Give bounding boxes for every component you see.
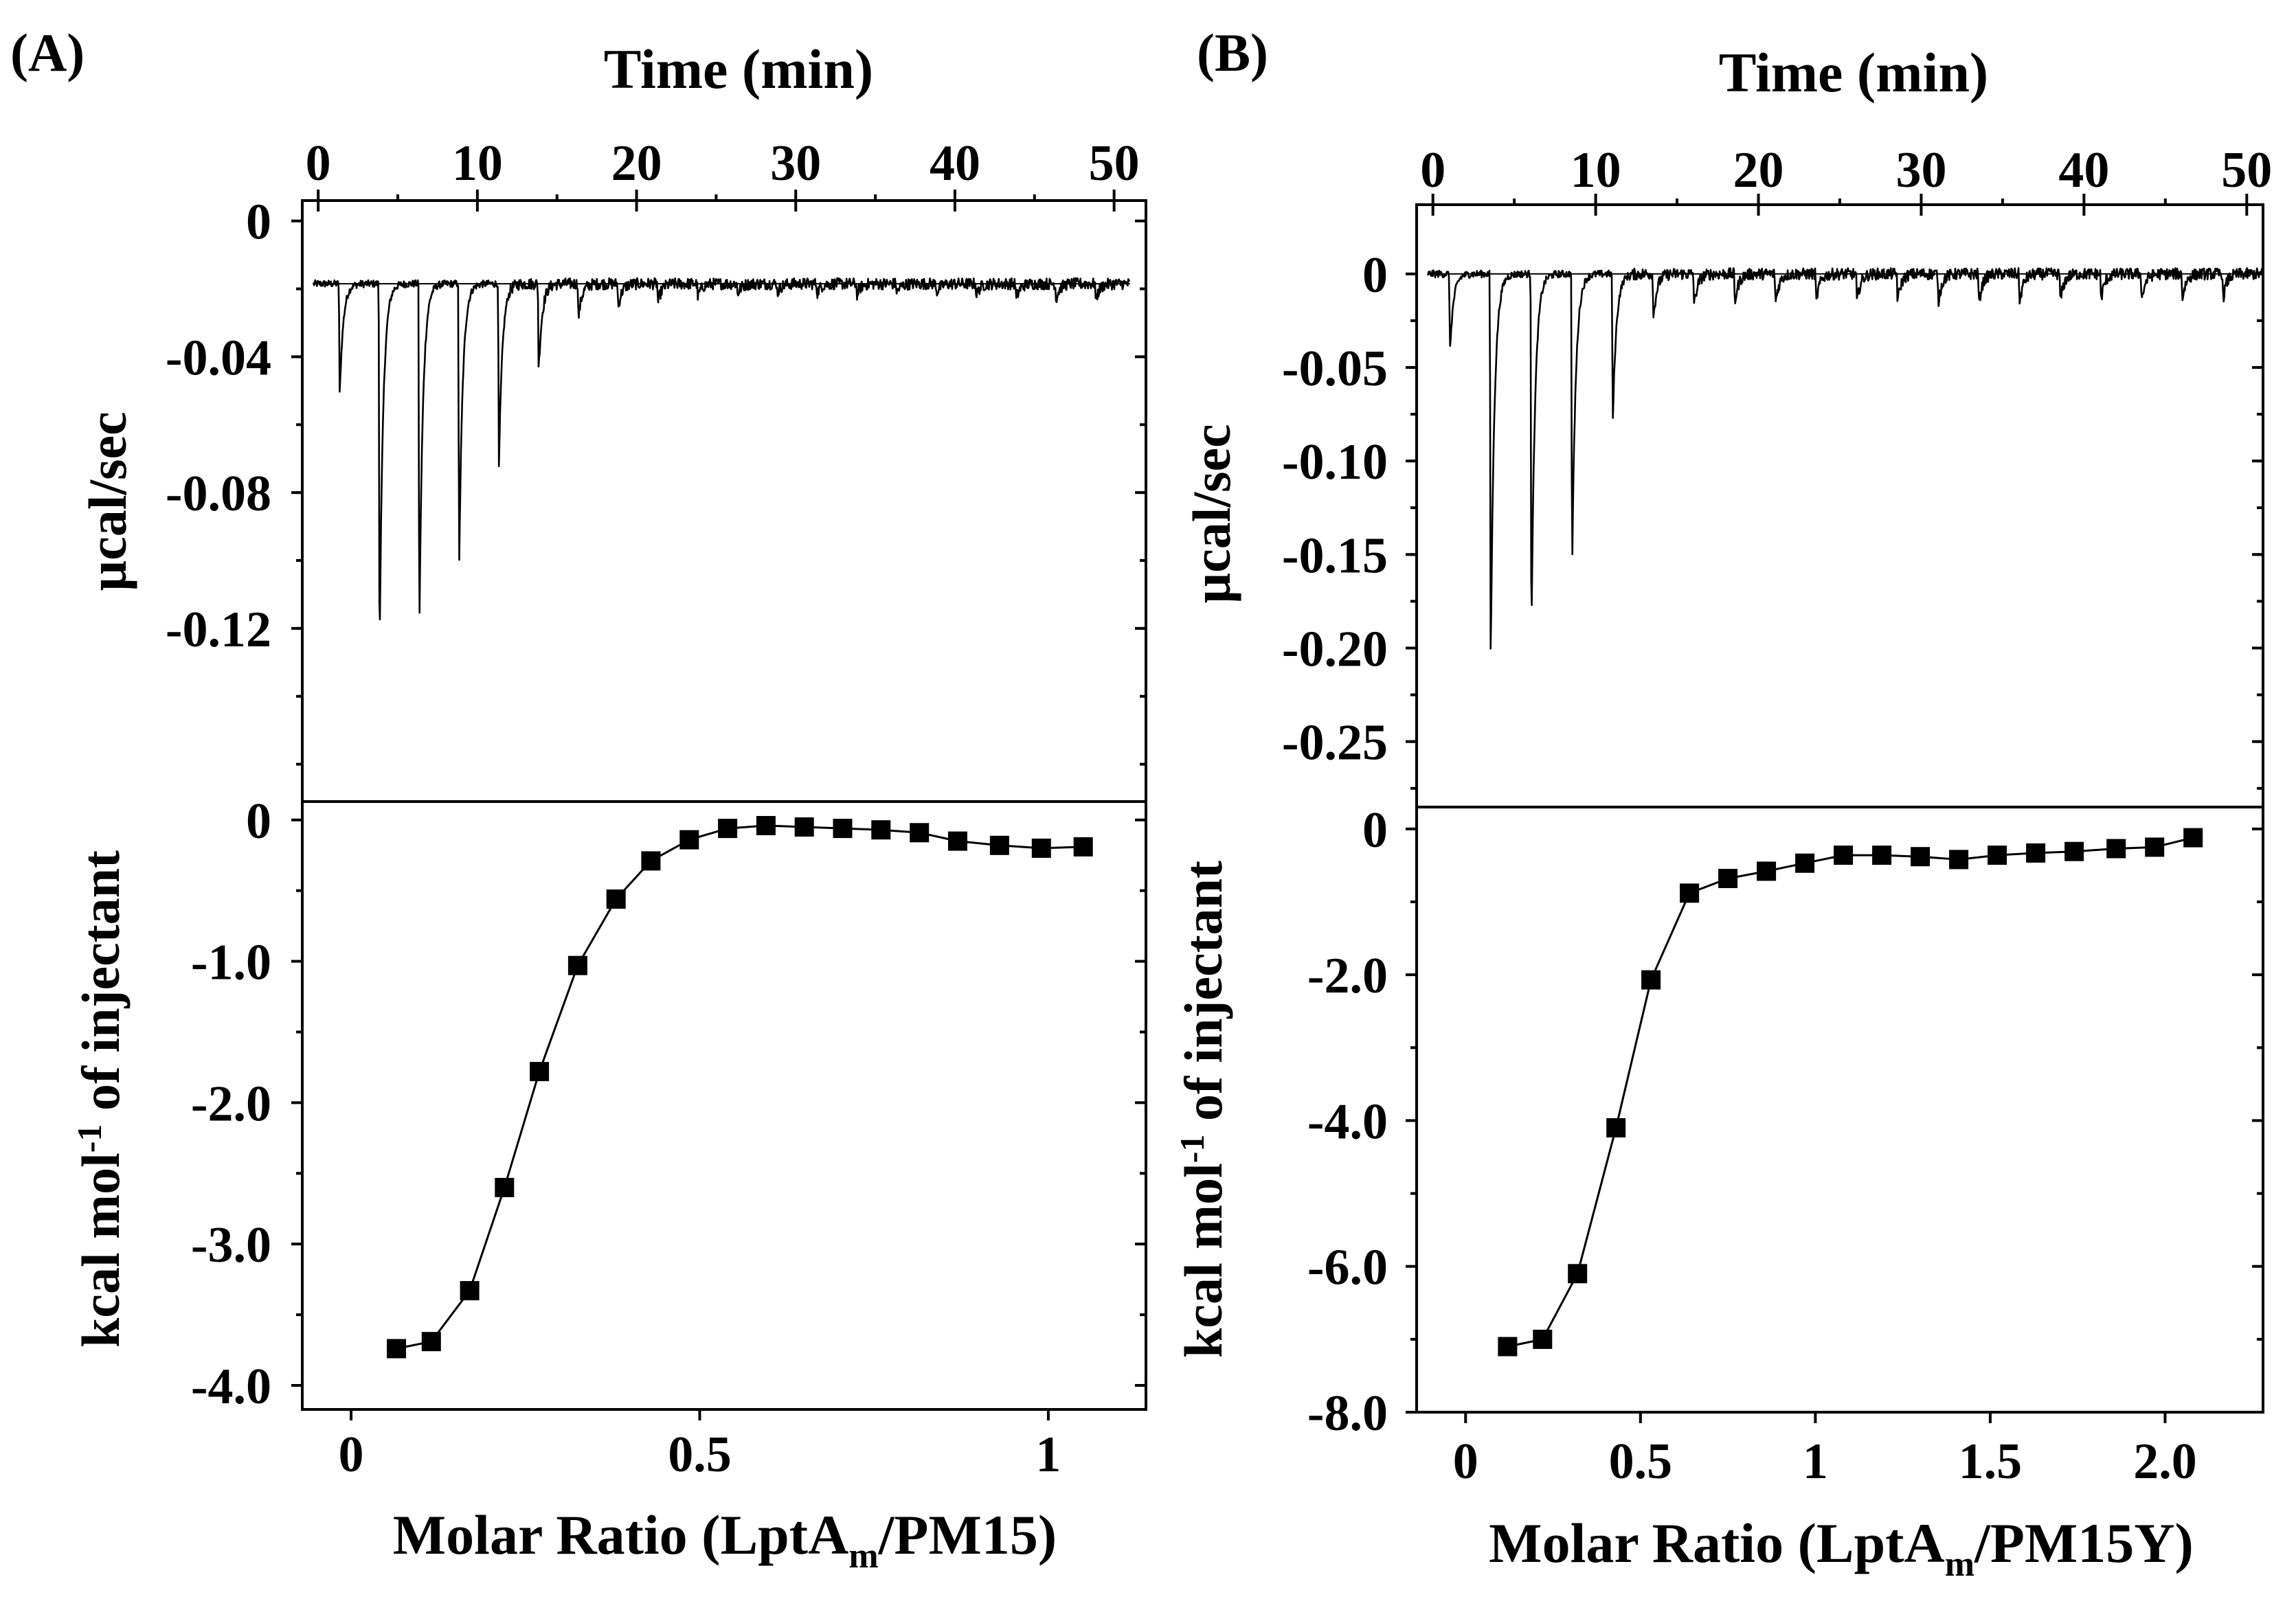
panel-b-top-xtick-label: 50	[2221, 142, 2272, 199]
panel-b-isotherm-point	[1606, 1118, 1626, 1137]
panel-b-isotherm-point	[1641, 970, 1661, 990]
panel-a-top-xtick-label: 20	[611, 135, 662, 192]
panel-b-top-ytick-label: -0.15	[1282, 528, 1388, 584]
panel-b-bottom-xtick-label: 0.5	[1609, 1433, 1673, 1490]
panel-a-top-ytick-label: 0	[246, 194, 271, 251]
panel-b-isotherm-point	[1949, 850, 1969, 870]
panel-a-label: (A)	[10, 23, 85, 82]
panel-b-top-xtick-label: 0	[1420, 142, 1445, 199]
panel-a-bottom-xtick-label: 1	[1035, 1427, 1061, 1483]
panel-a-bottom-xtick-label: 0	[339, 1427, 364, 1483]
panel-b-isotherm-point	[1757, 861, 1777, 881]
panel-b-top-xtick-label: 10	[1571, 142, 1621, 199]
panel-a-bottom-ytick-label: -4.0	[191, 1359, 271, 1415]
panel-a-top-xtick-label: 10	[452, 135, 503, 192]
panel-b-isotherm-point	[1533, 1329, 1553, 1349]
panel-b-bottom-ytick-label: -6.0	[1307, 1240, 1388, 1296]
panel-b-isotherm-point	[1911, 847, 1931, 867]
panel-a-bottom-ylabel: kcal mol-1 of injectant	[70, 850, 131, 1348]
panel-b-bottom-xtick-label: 1.5	[1959, 1433, 2023, 1490]
panel-a-isotherm-point	[833, 819, 853, 839]
panel-b-isotherm-point	[1988, 846, 2007, 865]
panel-b: (B) Time (min) 0 10 20 30 40 500-0.05-0.10-0.…	[1173, 23, 2272, 1584]
panel-a-bottom-xlabel: Molar Ratio (LptAm/PM15)	[393, 1504, 1057, 1576]
panel-b-isotherm-point	[1795, 853, 1815, 873]
panel-b-isotherm-point	[2106, 839, 2126, 859]
panel-a-top-xtick-label: 40	[930, 135, 980, 192]
panel-a-top-xtick-label: 30	[770, 135, 821, 192]
panel-a-isotherm-point	[1031, 838, 1051, 858]
panel-a-isotherm-point	[794, 817, 814, 837]
panel-a-isotherm-point	[910, 823, 930, 843]
panel-a-isotherm-point	[567, 955, 587, 975]
panel-a: (A) Time (min) 0 10 20 30 40 500-0.04-0.08-0.…	[10, 23, 1147, 1576]
panel-b-thermogram-trace	[1427, 267, 2264, 650]
panel-a-isotherm-point	[989, 835, 1009, 855]
panel-b-top-ytick-label: -0.20	[1282, 621, 1388, 677]
panel-a-isotherm-point	[387, 1339, 406, 1359]
panel-a-isotherm-point	[495, 1177, 515, 1197]
panel-b-top-ytick-label: 0	[1362, 247, 1388, 304]
panel-a-bottom-ytick-label: 0	[246, 793, 271, 850]
panel-a-isotherm-point	[1073, 837, 1093, 857]
panel-a-time-axis-title: Time (min)	[604, 38, 874, 100]
panel-b-top-xtick-label: 40	[2058, 142, 2109, 199]
panel-b-isotherm: 0 0.5 1 1.5 2.0 0 -2.0 -4.0 -6.0 -8.0	[1307, 802, 2263, 1490]
panel-b-top-xtick-label: 20	[1733, 142, 1784, 199]
panel-b-isotherm-point	[1680, 883, 1700, 903]
panel-a-bottom-ytick-label: -1.0	[191, 935, 271, 991]
panel-b-isotherm-point	[1872, 846, 1892, 865]
panel-a-top-ylabel: µcal/sec	[78, 411, 137, 591]
panel-b-isotherm-point	[1834, 846, 1854, 865]
panel-a-isotherm-point	[756, 816, 776, 835]
panel-b-top-xtick-label: 30	[1895, 142, 1946, 199]
panel-b-top-ytick-label: -0.10	[1282, 434, 1388, 490]
panel-b-isotherm-point	[1718, 869, 1738, 888]
panel-a-isotherm-point	[460, 1281, 480, 1301]
panel-b-bottom-ytick-label: -4.0	[1307, 1093, 1388, 1150]
panel-b-label: (B)	[1197, 23, 1268, 82]
panel-a-bottom-xtick-label: 0.5	[668, 1427, 732, 1483]
panel-a-top-ytick-label: -0.08	[166, 466, 271, 522]
panel-a-isotherm-point	[679, 830, 699, 850]
panel-b-isotherm-point	[2183, 828, 2203, 848]
panel-a-isotherm-point	[948, 831, 967, 851]
panel-a-isotherm: 0 0.5 1 0 -1.0 -2.0 -3.0 -4.0	[191, 793, 1146, 1483]
panel-a-top-xtick-label: 0	[306, 135, 331, 192]
panel-a-isotherm-point	[871, 820, 891, 840]
panel-b-isotherm-point	[2145, 837, 2165, 857]
panel-b-top-ylabel: µcal/sec	[1182, 424, 1241, 604]
panel-b-bottom-ytick-label: -8.0	[1307, 1385, 1388, 1442]
panel-a-isotherm-point	[530, 1062, 550, 1082]
panel-b-top-ytick-label: -0.05	[1282, 341, 1388, 397]
panel-b-isotherm-point	[2026, 843, 2046, 863]
panel-a-top-ytick-label: -0.04	[166, 330, 271, 386]
panel-b-bottom-ylabel: kcal mol-1 of injectant	[1173, 861, 1233, 1358]
panel-b-bottom-xtick-label: 2.0	[2133, 1433, 2197, 1490]
panel-b-top-ytick-label: -0.25	[1282, 715, 1388, 771]
panel-a-bottom-ytick-label: -2.0	[191, 1076, 271, 1132]
panel-b-bottom-xtick-label: 1	[1803, 1433, 1828, 1490]
panel-a-isotherm-point	[718, 819, 738, 839]
panel-b-time-axis-title: Time (min)	[1719, 41, 1989, 104]
panel-b-bottom-ytick-label: -2.0	[1307, 948, 1388, 1004]
panel-b-thermogram: 0 10 20 30 40 50 0 -0.05 -0.10 -0.15 -0.20 -0.25	[1282, 142, 2272, 790]
panel-a-frame	[301, 199, 1147, 1411]
panel-b-isotherm-point	[1498, 1337, 1518, 1357]
panel-a-isotherm-point	[641, 851, 661, 871]
panel-b-bottom-xtick-label: 0	[1453, 1433, 1478, 1490]
panel-a-isotherm-point	[606, 889, 626, 909]
panel-b-bottom-xlabel: Molar Ratio (LptAm/PM15Y)	[1489, 1512, 2194, 1584]
panel-a-top-ytick-label: -0.12	[166, 602, 271, 658]
panel-a-top-xtick-label: 50	[1089, 135, 1140, 192]
panel-a-bottom-ytick-label: -3.0	[191, 1217, 271, 1273]
panel-a-isotherm-point	[421, 1332, 441, 1352]
panel-b-isotherm-point	[2064, 841, 2084, 861]
panel-a-thermogram-trace	[312, 277, 1131, 621]
panel-b-bottom-ytick-label: 0	[1362, 802, 1388, 859]
panel-a-thermogram: 0 10 20 30 40 50 0 -0.04 -0.08 -0.12	[166, 135, 1146, 766]
panel-b-isotherm-point	[1568, 1264, 1588, 1284]
